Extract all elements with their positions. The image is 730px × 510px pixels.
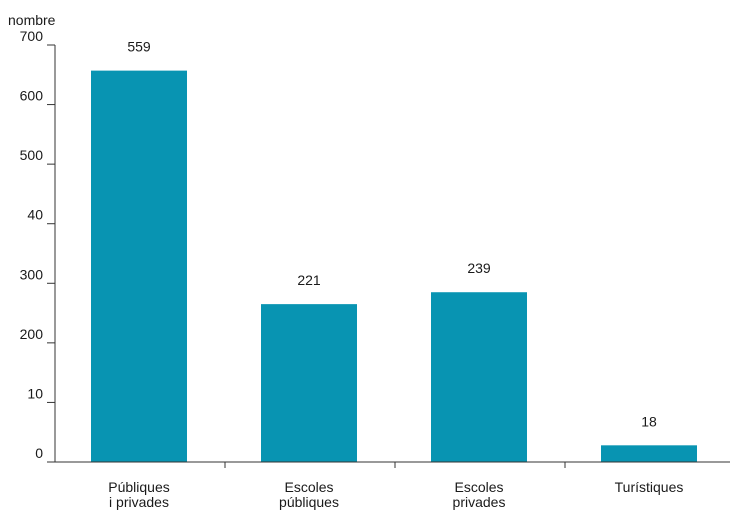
y-tick-label: 10 [27,385,43,401]
x-axis-labels: Públiques i privades Escoles públiques Escol… [108,479,683,510]
bars [91,70,697,462]
y-axis-ticks: 0 10 200 300 40 500 600 700 [20,28,55,463]
x-tick-label: Turístiques [615,479,684,495]
x-tick-label: Escoles públiques [279,479,339,510]
y-tick-label: 500 [20,147,44,163]
x-tick-label: Públiques i privades [108,479,170,510]
y-tick-label: 0 [35,445,43,461]
y-axis-label: nombre [8,12,56,28]
bar [91,70,187,462]
y-tick-label: 600 [20,88,44,104]
axes [54,45,730,468]
bar [601,445,697,462]
bar [431,292,527,462]
data-label: 18 [641,413,657,429]
y-tick-label: 700 [20,28,44,44]
x-tick-label: Escoles privades [453,479,506,510]
y-tick-label: 40 [27,207,43,223]
y-tick-label: 200 [20,326,44,342]
data-labels: 559 221 239 18 [127,39,657,430]
y-tick-label: 300 [20,266,44,282]
data-label: 221 [297,272,321,288]
data-label: 239 [467,260,491,276]
data-label: 559 [127,39,151,55]
bar [261,304,357,462]
